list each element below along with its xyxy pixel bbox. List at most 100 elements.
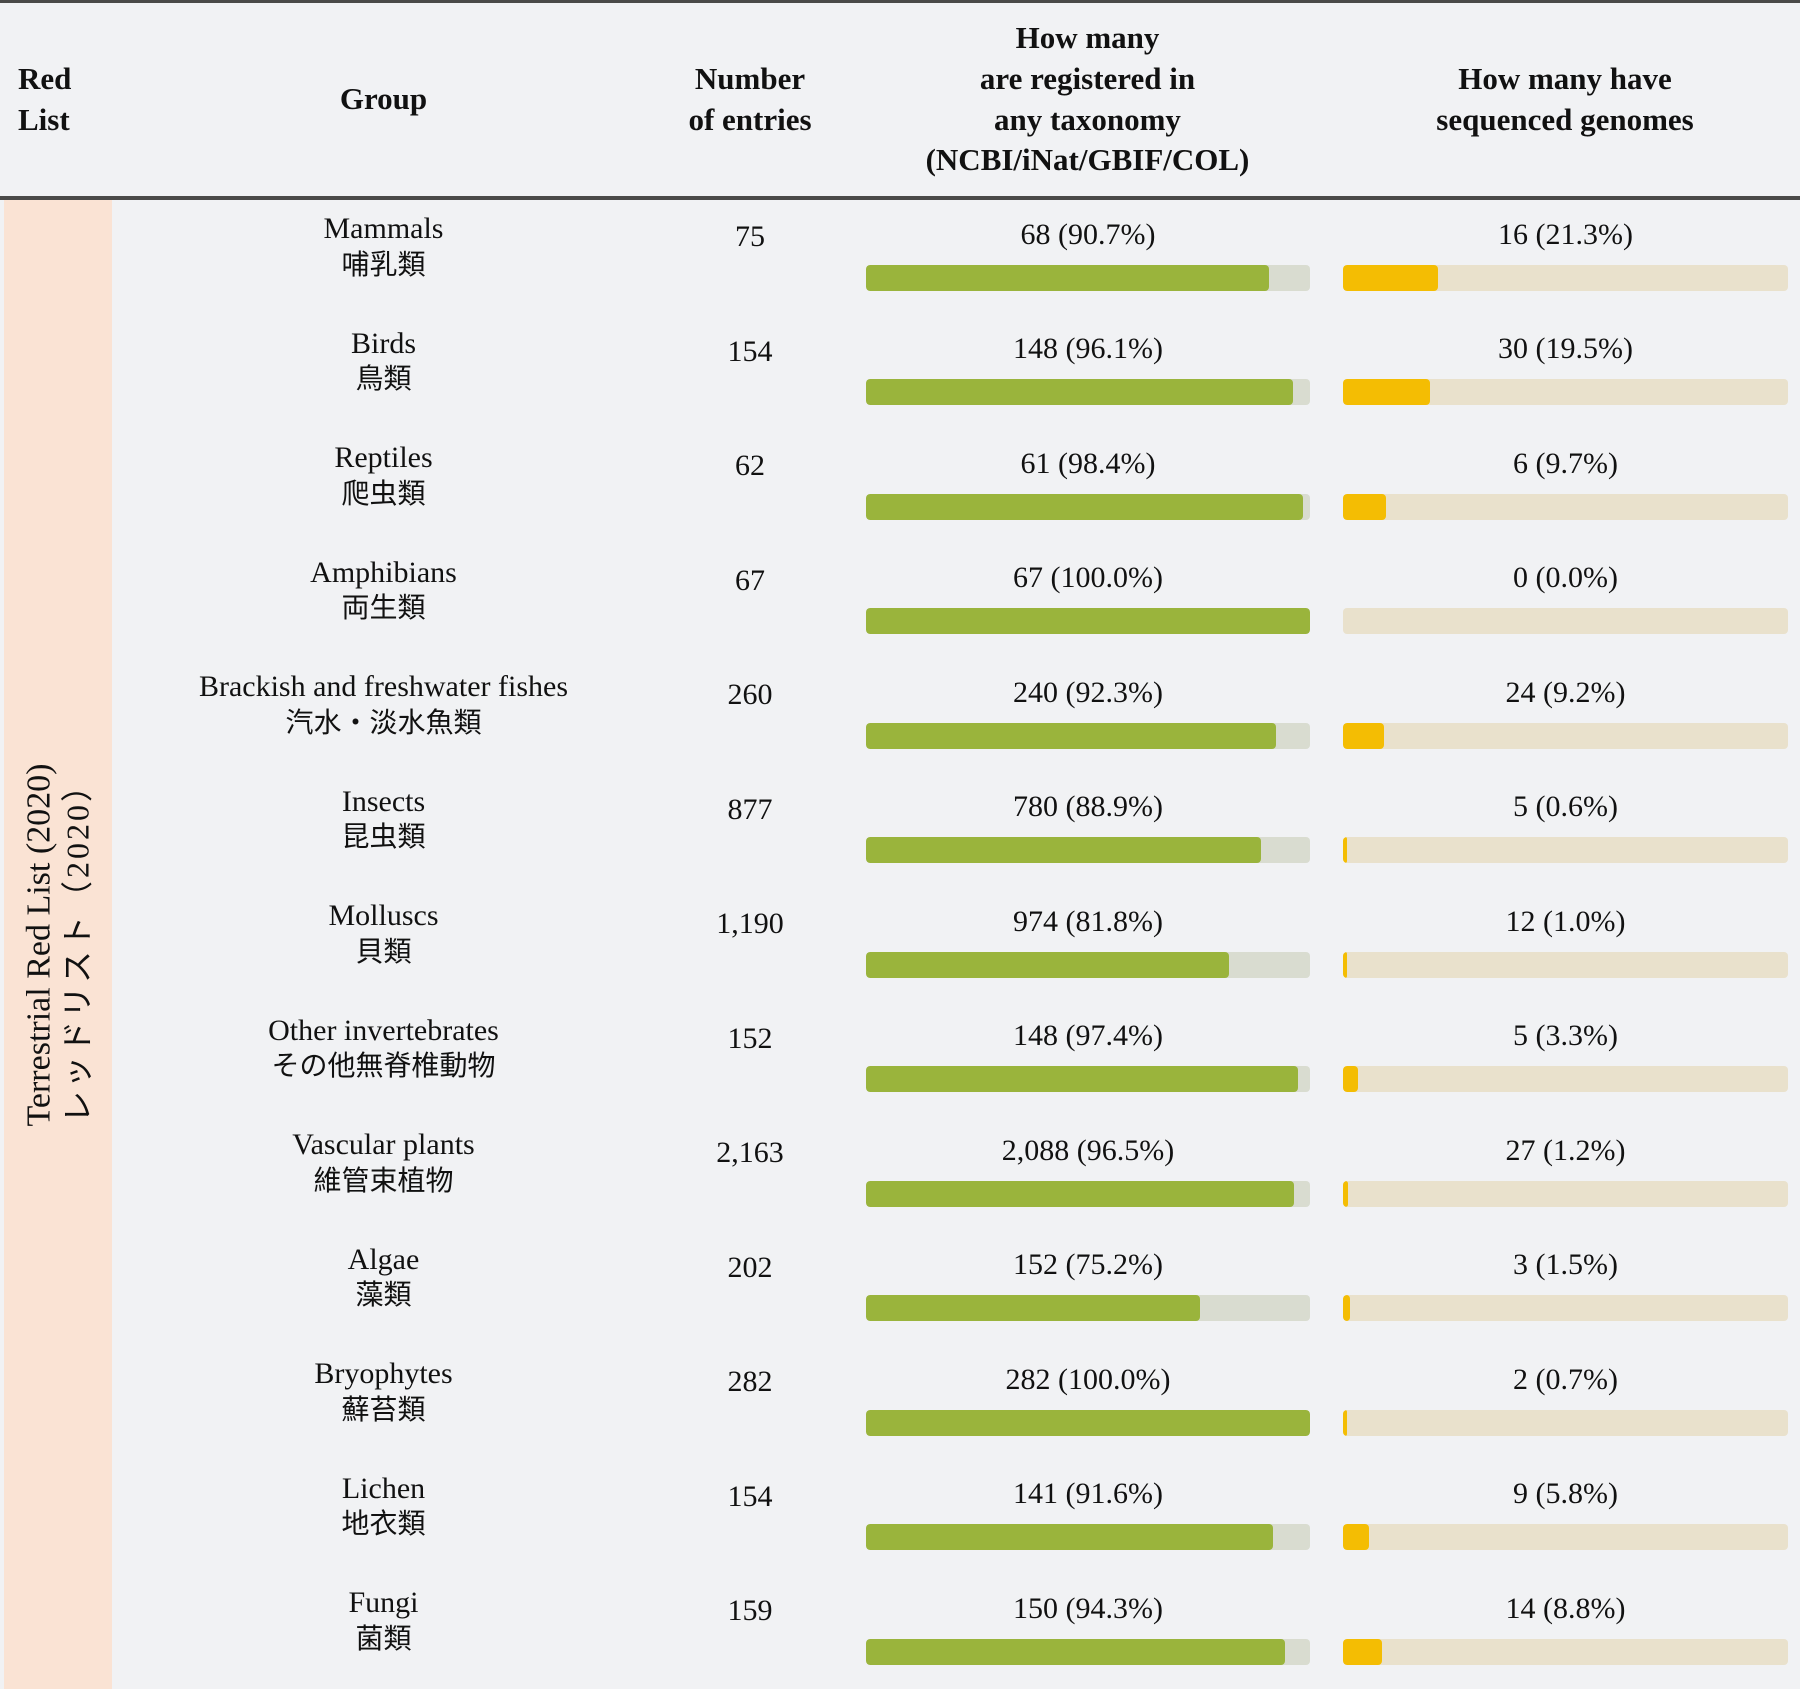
group-name-en: Insects — [341, 784, 426, 818]
group-name-en: Vascular plants — [292, 1128, 475, 1162]
genomes-bar-group: 30 (19.5%) — [1343, 315, 1788, 430]
group-name-ja: 蘚苔類 — [341, 1394, 426, 1426]
genomes-bar-fill — [1343, 379, 1430, 406]
group-name-en: Lichen — [341, 1471, 426, 1505]
taxonomy-bar-fill — [866, 951, 1230, 978]
header-red-list: Red List — [18, 60, 72, 137]
entries-cell: 877 — [655, 773, 845, 888]
taxonomy-bar-track — [866, 493, 1310, 520]
taxonomy-value-label: 141 (91.6%) — [1013, 1477, 1163, 1511]
taxonomy-bar-fill — [866, 1066, 1299, 1093]
taxonomy-bar-group: 974 (81.8%) — [866, 887, 1310, 1002]
group-name-ja: 哺乳類 — [341, 249, 426, 281]
genomes-cell: 27 (1.2%) — [1330, 1116, 1800, 1231]
genomes-value-label: 5 (0.6%) — [1513, 790, 1618, 824]
genomes-bar-group: 24 (9.2%) — [1343, 658, 1788, 773]
taxonomy-bar-track — [866, 1638, 1310, 1665]
taxonomy-bar-track — [866, 837, 1310, 864]
entries-value: 67 — [735, 563, 765, 597]
taxonomy-bar-track — [866, 264, 1310, 291]
group-cell: Bryophytes 蘚苔類 — [112, 1345, 655, 1460]
taxonomy-bar-group: 67 (100.0%) — [866, 544, 1310, 659]
header-sequenced-genomes: How many have sequenced genomes — [1436, 60, 1694, 137]
taxonomy-bar-group: 152 (75.2%) — [866, 1231, 1310, 1346]
genomes-value-label: 12 (1.0%) — [1505, 904, 1626, 938]
genomes-cell: 0 (0.0%) — [1330, 544, 1800, 659]
taxonomy-value-label: 67 (100.0%) — [1013, 561, 1163, 595]
group-name-en: Algae — [347, 1242, 420, 1276]
genomes-bar-group: 5 (0.6%) — [1343, 773, 1788, 888]
entries-cell: 154 — [655, 1460, 845, 1575]
taxonomy-bar-track — [866, 1524, 1310, 1551]
genomes-cell: 9 (5.8%) — [1330, 1460, 1800, 1575]
group-name-ja: 両生類 — [341, 593, 426, 625]
genomes-bar-fill — [1343, 1066, 1358, 1093]
genomes-cell: 6 (9.7%) — [1330, 429, 1800, 544]
taxonomy-value-label: 148 (97.4%) — [1013, 1019, 1163, 1053]
genomes-bar-fill — [1343, 1638, 1383, 1665]
taxonomy-bar-fill — [866, 264, 1269, 291]
table-row: Amphibians 両生類 67 67 (100.0%) 0 (0.0%) — [112, 544, 1800, 659]
genomes-bar-fill — [1343, 837, 1347, 864]
taxonomy-bar-fill — [866, 722, 1276, 749]
taxonomy-value-label: 68 (90.7%) — [1020, 217, 1156, 251]
genomes-bar-fill — [1343, 951, 1348, 978]
entries-cell: 202 — [655, 1231, 845, 1346]
table-body: Terrestrial Red List (2020) レッドリスト（2020）… — [0, 200, 1800, 1689]
taxonomy-value-label: 282 (100.0%) — [1005, 1362, 1171, 1396]
taxonomy-bar-track — [866, 722, 1310, 749]
taxonomy-value-label: 2,088 (96.5%) — [1001, 1133, 1175, 1167]
entries-value: 282 — [727, 1365, 773, 1399]
genomes-value-label: 9 (5.8%) — [1513, 1477, 1618, 1511]
table-row: Lichen 地衣類 154 141 (91.6%) 9 (5.8%) — [112, 1460, 1800, 1575]
taxonomy-bar-fill — [866, 1524, 1273, 1551]
taxonomy-bar-track — [866, 1295, 1310, 1322]
group-name-ja: その他無脊椎動物 — [271, 1051, 496, 1083]
genomes-bar-group: 9 (5.8%) — [1343, 1460, 1788, 1575]
genomes-value-label: 14 (8.8%) — [1505, 1591, 1626, 1625]
table-row: Mammals 哺乳類 75 68 (90.7%) 16 (21.3%) — [112, 200, 1800, 315]
genomes-value-label: 27 (1.2%) — [1505, 1133, 1626, 1167]
entries-cell: 75 — [655, 200, 845, 315]
genomes-bar-group: 0 (0.0%) — [1343, 544, 1788, 659]
genomes-bar-track — [1343, 379, 1788, 406]
taxonomy-cell: 282 (100.0%) — [845, 1345, 1330, 1460]
taxonomy-bar-track — [866, 1180, 1310, 1207]
entries-cell: 62 — [655, 429, 845, 544]
genomes-value-label: 3 (1.5%) — [1513, 1248, 1618, 1282]
group-cell: Fungi 菌類 — [112, 1574, 655, 1689]
taxonomy-bar-fill — [866, 837, 1261, 864]
genomes-value-label: 5 (3.3%) — [1513, 1019, 1618, 1053]
rows-container: Mammals 哺乳類 75 68 (90.7%) 16 (21.3%) — [0, 200, 1800, 1689]
genomes-cell: 3 (1.5%) — [1330, 1231, 1800, 1346]
genomes-cell: 5 (0.6%) — [1330, 773, 1800, 888]
entries-value: 1,190 — [716, 907, 784, 941]
genomes-bar-fill — [1343, 1295, 1350, 1322]
genomes-bar-track — [1343, 837, 1788, 864]
taxonomy-bar-track — [866, 1409, 1310, 1436]
table-row: Other invertebrates その他無脊椎動物 152 148 (97… — [112, 1002, 1800, 1117]
group-cell: Reptiles 爬虫類 — [112, 429, 655, 544]
group-name-en: Brackish and freshwater fishes — [198, 670, 569, 704]
group-cell: Birds 鳥類 — [112, 315, 655, 430]
genomes-bar-track — [1343, 1180, 1788, 1207]
header-taxonomy: How many are registered in any taxonomy … — [925, 19, 1250, 178]
taxonomy-bar-group: 150 (94.3%) — [866, 1574, 1310, 1689]
group-cell: Mammals 哺乳類 — [112, 200, 655, 315]
group-cell: Amphibians 両生類 — [112, 544, 655, 659]
taxonomy-bar-fill — [866, 1180, 1295, 1207]
entries-cell: 2,163 — [655, 1116, 845, 1231]
entries-cell: 154 — [655, 315, 845, 430]
genomes-bar-track — [1343, 1066, 1788, 1093]
taxonomy-bar-group: 780 (88.9%) — [866, 773, 1310, 888]
red-list-group-label: Terrestrial Red List (2020) レッドリスト（2020） — [19, 763, 96, 1126]
red-list-group-panel: Terrestrial Red List (2020) レッドリスト（2020） — [4, 200, 112, 1689]
table-row: Algae 藻類 202 152 (75.2%) 3 (1.5%) — [112, 1231, 1800, 1346]
entries-cell: 67 — [655, 544, 845, 659]
taxonomy-cell: 240 (92.3%) — [845, 658, 1330, 773]
red-list-label-ja: レッドリスト（2020） — [59, 766, 96, 1123]
table-row: Bryophytes 蘚苔類 282 282 (100.0%) 2 (0.7%) — [112, 1345, 1800, 1460]
table-row: Molluscs 貝類 1,190 974 (81.8%) 12 (1.0%) — [112, 887, 1800, 1002]
genomes-bar-group: 5 (3.3%) — [1343, 1002, 1788, 1117]
